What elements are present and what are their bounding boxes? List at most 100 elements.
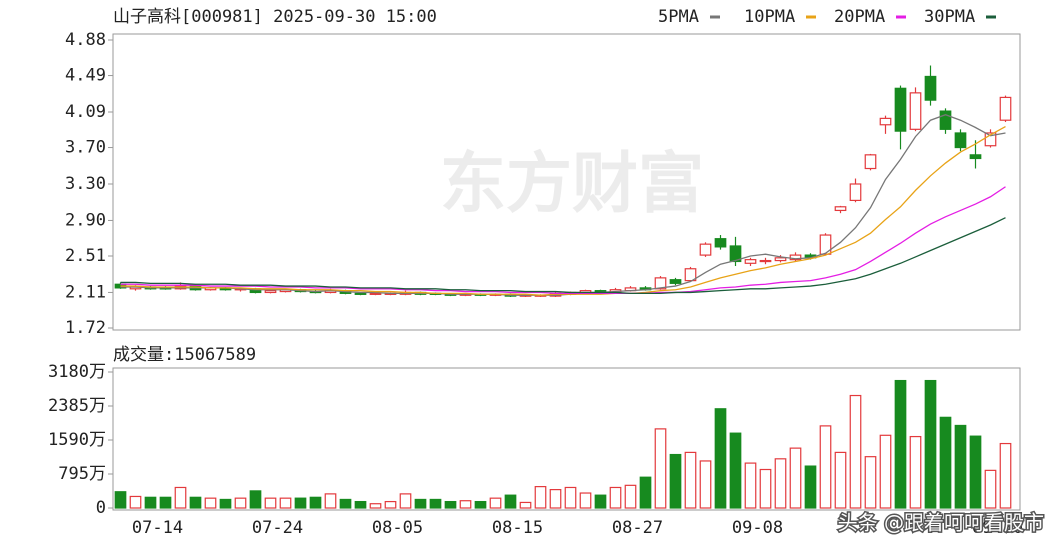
- candle-body: [699, 243, 712, 256]
- volume-bar: [234, 497, 247, 509]
- volume-bar: [534, 486, 547, 509]
- volume-bar: [204, 497, 217, 509]
- volume-bar: [834, 451, 847, 509]
- legend-label: 30PMA: [924, 7, 975, 27]
- volume-bar: [129, 495, 142, 509]
- y-tick-label: 1590万: [48, 430, 106, 450]
- candle-body: [879, 117, 892, 126]
- volume-bar: [714, 408, 727, 509]
- volume-bar: [174, 486, 187, 509]
- y-tick-label: 0: [96, 498, 106, 518]
- volume-bar: [774, 458, 787, 509]
- volume-bar: [729, 432, 742, 509]
- y-tick-label: 2.11: [65, 282, 106, 302]
- volume-bar: [549, 489, 562, 509]
- volume-bar: [984, 469, 997, 509]
- volume-bar: [219, 498, 232, 509]
- candle-body: [924, 75, 937, 101]
- volume-bar: [264, 497, 277, 509]
- volume-bar: [414, 498, 427, 509]
- x-tick-label: 08-05: [372, 518, 423, 538]
- volume-bar: [489, 497, 502, 509]
- volume-bar: [279, 497, 292, 509]
- volume-bar: [699, 460, 712, 509]
- volume-bar: [144, 496, 157, 509]
- volume-bar: [444, 500, 457, 509]
- candle-body: [909, 92, 922, 130]
- volume-bar: [354, 500, 367, 509]
- volume-bar: [324, 493, 337, 509]
- volume-bar: [114, 491, 127, 509]
- candle-body: [819, 234, 832, 255]
- x-tick-label: 09-08: [732, 518, 783, 538]
- y-tick-label: 795万: [58, 464, 106, 484]
- legend-label: 5PMA: [658, 7, 699, 27]
- candle-body: [969, 154, 982, 160]
- volume-bar: [789, 447, 802, 509]
- candle-body: [369, 292, 382, 295]
- volume-bar: [819, 425, 832, 509]
- volume-bar: [159, 496, 172, 509]
- y-tick-label: 3.30: [65, 174, 106, 194]
- volume-bar: [609, 486, 622, 509]
- ma-line: [120, 126, 1006, 296]
- x-tick-label: 07-24: [252, 518, 303, 538]
- candle-body: [669, 279, 682, 284]
- volume-bar: [864, 456, 877, 509]
- volume-bar: [909, 435, 922, 509]
- candle-body: [759, 259, 772, 263]
- volume-bar: [954, 424, 967, 509]
- candle-body: [729, 245, 742, 263]
- volume-bar: [849, 394, 862, 509]
- volume-bar: [519, 501, 532, 509]
- ma-line: [120, 217, 1006, 295]
- x-tick-label: 08-15: [492, 518, 543, 538]
- volume-bar: [624, 484, 637, 509]
- volume-bar: [579, 492, 592, 509]
- y-tick-label: 1.72: [65, 318, 106, 338]
- volume-bar: [684, 451, 697, 509]
- candle-body: [354, 292, 367, 295]
- volume-bar: [384, 500, 397, 509]
- volume-bar: [339, 498, 352, 509]
- volume-bar: [654, 428, 667, 509]
- header-title: 山子高科[000981] 2025-09-30 15:00: [113, 7, 437, 27]
- volume-bar: [459, 500, 472, 509]
- y-tick-label: 3.70: [65, 138, 106, 158]
- watermark: 头条 @跟着呵呵看股市: [838, 511, 1044, 535]
- volume-bar: [639, 476, 652, 509]
- candle-body: [894, 87, 907, 132]
- volume-bar: [249, 490, 262, 509]
- watermark: 东方财富: [440, 145, 704, 222]
- candle-body: [654, 277, 667, 290]
- volume-bar: [894, 379, 907, 509]
- volume-bar: [924, 379, 937, 509]
- volume-bar: [999, 442, 1012, 509]
- x-tick-label: 07-14: [132, 518, 183, 538]
- volume-bar: [744, 462, 757, 509]
- ma-line: [120, 186, 1006, 295]
- y-tick-label: 2.90: [65, 210, 106, 230]
- candle-body: [744, 259, 757, 264]
- y-tick-label: 4.88: [65, 30, 106, 50]
- volume-bar: [969, 435, 982, 509]
- volume-bar: [504, 494, 517, 509]
- legend-label: 20PMA: [834, 7, 885, 27]
- volume-bar: [669, 453, 682, 509]
- y-tick-label: 2.51: [65, 246, 106, 266]
- candle-body: [849, 183, 862, 202]
- volume-bar: [309, 496, 322, 509]
- volume-bar: [564, 486, 577, 509]
- x-tick-label: 09-30: [972, 518, 1023, 538]
- y-tick-label: 4.09: [65, 102, 106, 122]
- volume-bar: [879, 434, 892, 509]
- volume-bar: [939, 416, 952, 509]
- candle-body: [939, 110, 952, 130]
- volume-bar: [759, 468, 772, 509]
- candle-body: [684, 268, 697, 282]
- volume-title: 成交量:15067589: [113, 345, 256, 365]
- volume-frame: [112, 367, 1021, 511]
- volume-bar: [369, 503, 382, 509]
- candle-body: [864, 154, 877, 170]
